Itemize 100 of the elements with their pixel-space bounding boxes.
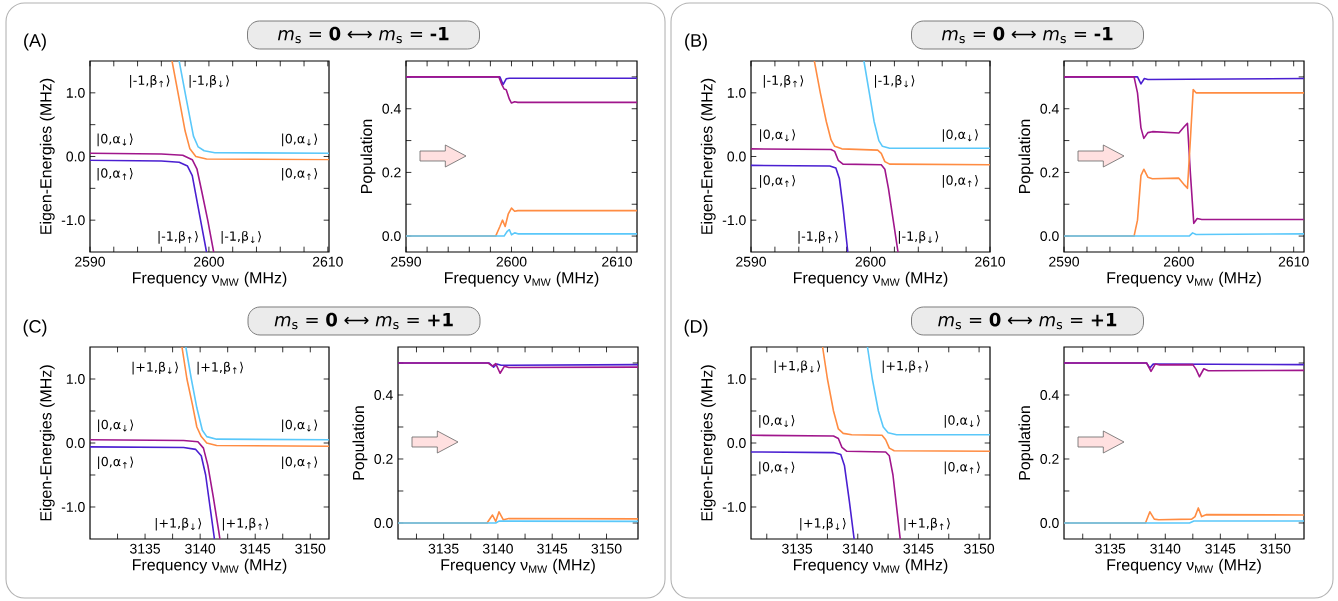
annotation: |-1,β$_{↑}$⟩	[798, 230, 838, 244]
x-axis-title: Frequency ν$_{MW}$ (MHz)	[445, 271, 599, 287]
x-tick-label: 2610	[1278, 256, 1309, 267]
y-axis-title: Eigen-Energies (MHz)	[700, 78, 716, 234]
x-axis-title: Frequency ν$_{MW}$ (MHz)	[133, 271, 287, 287]
x-tick-label: 2600	[194, 256, 224, 267]
chart-title: (C)	[23, 319, 47, 337]
x-tick-label: 2610	[975, 256, 1006, 267]
y-tick-label: -1.0	[61, 215, 85, 226]
annotation: |0,α$_{↓}$⟩	[942, 129, 978, 142]
x-tick-label: 3150	[591, 543, 622, 554]
line-series	[751, 148, 899, 252]
x-tick-label: 3150	[1260, 543, 1291, 554]
annotation: |-1,β$_{↓}$⟩	[898, 230, 939, 244]
annotation: |+1,β$_{↓}$⟩	[774, 360, 821, 374]
annotation: |+1,β$_{↓}$⟩	[800, 517, 846, 531]
y-tick-label: 0.2	[382, 167, 401, 178]
line-series	[406, 76, 638, 104]
line-series	[751, 164, 849, 252]
annotation: |-1,β$_{↓}$⟩	[221, 230, 261, 244]
annotation: |0,α$_{↑}$⟩	[942, 174, 978, 188]
x-axis-title: Frequency ν$_{MW}$ (MHz)	[133, 558, 287, 574]
y-tick-label: 0.0	[66, 151, 85, 162]
x-tick-label: 2600	[855, 256, 886, 267]
y-axis-title: Eigen-Energies (MHz)	[39, 78, 55, 234]
y-tick-label: -1.0	[722, 215, 746, 226]
y-tick-label: 0.4	[1040, 390, 1059, 400]
x-tick-label: 2590	[736, 256, 767, 267]
annotation: |0,α$_{↓}$⟩	[944, 414, 980, 428]
text: m$_{s}$ = 0 ⟷ m$_{s}$ = -1	[277, 26, 449, 44]
y-tick-label: 1.0	[727, 374, 746, 384]
y-tick-label: 0.0	[727, 438, 746, 448]
x-tick-label: 3140	[1150, 543, 1181, 554]
x-axis-title: Frequency ν$_{MW}$ (MHz)	[794, 558, 948, 574]
x-tick-label: 2590	[391, 256, 422, 267]
x-tick-label: 3150	[295, 543, 326, 554]
y-tick-label: 0.0	[1040, 518, 1059, 528]
annotation: |+1,β$_{↓}$⟩	[132, 361, 178, 375]
text: m$_{s}$ = 0 ⟷ m$_{s}$ = -1	[941, 26, 1113, 44]
line-series	[866, 347, 991, 436]
annotation: |+1,β$_{↑}$⟩	[882, 360, 929, 374]
line-series	[821, 347, 991, 453]
annotation: |+1,β$_{↑}$⟩	[904, 517, 950, 531]
line-series	[406, 228, 638, 237]
line-series	[1064, 362, 1305, 378]
x-tick-label: 3135	[1095, 543, 1126, 554]
x-tick-label: 3140	[185, 543, 216, 554]
y-tick-label: 1.0	[66, 374, 85, 384]
x-axis-title: Frequency ν$_{MW}$ (MHz)	[1107, 558, 1261, 574]
y-axis-title: Population	[1018, 406, 1034, 480]
y-tick-label: 0.0	[727, 151, 746, 162]
x-axis-title: Frequency ν$_{MW}$ (MHz)	[794, 271, 948, 287]
annotation: |+1,β$_{↑}$⟩	[197, 361, 243, 375]
annotation: |-1,β$_{↓}$⟩	[875, 75, 915, 88]
x-tick-label: 3145	[240, 543, 271, 554]
y-tick-label: 1.0	[727, 87, 746, 98]
chart-title: (A)	[24, 33, 46, 51]
y-tick-label: 0.4	[374, 390, 393, 400]
x-axis-title: Frequency ν$_{MW}$ (MHz)	[1107, 271, 1261, 287]
y-axis-title: Population	[352, 406, 368, 480]
text: m$_{s}$ = 0 ⟷ m$_{s}$ = +1	[274, 312, 453, 330]
y-axis-title: Population	[1018, 119, 1034, 193]
x-tick-label: 3135	[130, 543, 161, 554]
x-axis-title: Frequency ν$_{MW}$ (MHz)	[441, 558, 595, 574]
x-tick-label: 2610	[312, 256, 343, 267]
y-tick-label: 1.0	[66, 87, 85, 98]
line-series	[813, 61, 991, 166]
x-tick-label: 2590	[1049, 256, 1080, 267]
annotation: |0,α$_{↑}$⟩	[98, 456, 134, 470]
x-tick-label: 3145	[903, 543, 934, 554]
y-tick-label: 0.2	[374, 454, 393, 464]
x-tick-label: 3135	[428, 543, 459, 554]
y-tick-label: -1.0	[722, 502, 746, 512]
line-series	[863, 61, 991, 150]
x-tick-label: 3150	[964, 543, 995, 554]
x-tick-label: 2610	[602, 256, 632, 267]
annotation: |+1,β$_{↓}$⟩	[155, 517, 202, 531]
line-series	[398, 362, 639, 375]
annotation: |0,α$_{↓}$⟩	[98, 419, 134, 433]
x-tick-label: 3140	[482, 543, 513, 554]
text: m$_{s}$ = 0 ⟷ m$_{s}$ = +1	[938, 312, 1117, 330]
x-tick-label: 3140	[842, 543, 873, 554]
y-tick-label: 0.0	[382, 231, 401, 242]
line-series	[751, 451, 855, 539]
y-tick-label: 0.0	[66, 438, 85, 448]
x-tick-label: 3145	[537, 543, 568, 554]
y-tick-label: 0.4	[382, 103, 401, 114]
annotation: |0,α$_{↑}$⟩	[944, 461, 980, 475]
annotation: |0,α$_{↑}$⟩	[760, 174, 796, 188]
chart-title: (B)	[685, 33, 707, 51]
x-tick-label: 2600	[496, 256, 527, 267]
y-tick-label: 0.0	[1040, 231, 1059, 242]
annotation: |-1,β$_{↓}$⟩	[189, 75, 229, 88]
y-axis-title: Population	[360, 119, 376, 193]
chart-title: (D)	[684, 319, 708, 337]
annotation: |0,α$_{↓}$⟩	[759, 414, 795, 428]
annotation: |+1,β$_{↑}$⟩	[222, 517, 269, 531]
x-tick-label: 2590	[75, 256, 106, 267]
y-tick-label: 0.2	[1040, 167, 1059, 178]
annotation: |0,α$_{↑}$⟩	[97, 167, 133, 181]
